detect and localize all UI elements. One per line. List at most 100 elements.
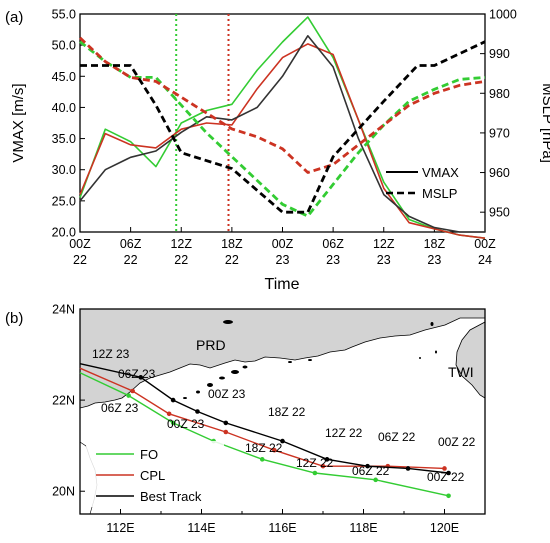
lat-tick-label: 22N xyxy=(52,394,75,408)
x-tick-label-day: 23 xyxy=(427,253,441,267)
track-point-best-track xyxy=(446,470,451,476)
panel-a-legend: VMAX MSLP xyxy=(386,165,459,201)
track-time-annotation: 12Z 22 xyxy=(325,426,363,440)
x-tick-label-time: 18Z xyxy=(424,237,446,251)
lon-tick-label: 118E xyxy=(349,521,377,535)
legend-mslp-label: MSLP xyxy=(422,186,457,201)
x-tick-label-time: 12Z xyxy=(170,237,192,251)
x-tick-label-day: 22 xyxy=(124,253,138,267)
x-tick-label-day: 22 xyxy=(174,253,188,267)
track-point-fo xyxy=(312,470,318,476)
legend-besttrack-label: Best Track xyxy=(140,489,202,504)
track-fo xyxy=(79,372,449,497)
track-point-cpl xyxy=(272,447,277,453)
y-axis-label-right: MSLP [hPa] xyxy=(539,83,550,163)
y-right-tick-label: 980 xyxy=(489,87,510,101)
track-time-annotation: 00Z 22 xyxy=(427,470,465,484)
panel-b-label: (b) xyxy=(5,310,23,327)
y-left-tick-label: 40.0 xyxy=(52,101,76,115)
track-point-cpl xyxy=(442,466,447,471)
y-left-tick-label: 35.0 xyxy=(52,132,76,146)
track-time-annotation: 00Z 23 xyxy=(167,417,205,431)
legend-fo-label: FO xyxy=(140,447,158,462)
track-time-annotation: 06Z 22 xyxy=(378,430,416,444)
y-left-tick-label: 45.0 xyxy=(52,70,76,84)
x-tick-label-day: 23 xyxy=(326,253,340,267)
legend-vmax-label: VMAX xyxy=(422,165,459,180)
track-point-best-track xyxy=(170,397,176,403)
panel-a-label: (a) xyxy=(5,9,23,26)
lon-tick-label: 120E xyxy=(430,521,459,535)
series-cpl-mslp xyxy=(79,36,486,174)
y-right-tick-label: 990 xyxy=(489,47,510,61)
lon-tick-label: 114E xyxy=(187,521,215,535)
legend-cpl-label: CPL xyxy=(140,468,165,483)
region-label-twi: TWI xyxy=(448,364,474,380)
track-time-annotation: 12Z 23 xyxy=(92,347,130,361)
lat-tick-label: 20N xyxy=(52,485,75,499)
track-time-annotation: 18Z 22 xyxy=(245,441,283,455)
y-left-tick-label: 30.0 xyxy=(52,163,76,177)
track-point-best-track xyxy=(195,409,200,414)
track-point-fo xyxy=(126,393,131,398)
x-tick-label-day: 24 xyxy=(478,253,492,267)
x-tick-label-day: 22 xyxy=(225,253,239,267)
y-right-tick-label: 950 xyxy=(489,206,510,220)
series-cpl-vmax xyxy=(79,43,486,239)
track-point-fo xyxy=(446,493,451,499)
x-tick-label-day: 23 xyxy=(377,253,391,267)
track-point-cpl xyxy=(223,429,229,435)
series-fo-mslp xyxy=(79,40,486,218)
track-time-annotation: 00Z 22 xyxy=(438,435,476,449)
track-point-fo xyxy=(170,420,176,426)
track-point-best-track xyxy=(138,375,144,380)
y-left-tick-label: 20.0 xyxy=(52,226,76,240)
x-tick-label-time: 00Z xyxy=(272,237,294,251)
x-tick-label-time: 00Z xyxy=(474,237,496,251)
region-label-prd: PRD xyxy=(196,337,226,353)
track-point-cpl xyxy=(130,388,135,394)
track-time-annotation: 06Z 23 xyxy=(101,401,139,415)
series-fo-vmax xyxy=(79,16,486,239)
series-best-track-vmax xyxy=(79,34,485,233)
y-right-tick-label: 1000 xyxy=(489,8,517,22)
track-time-annotation: 12Z 22 xyxy=(296,456,334,470)
track-time-annotation: 00Z 23 xyxy=(208,387,246,401)
track-point-best-track xyxy=(365,463,370,469)
track-point-best-track xyxy=(405,466,411,471)
x-tick-label-time: 00Z xyxy=(69,237,91,251)
series-best-track-mslp xyxy=(80,40,486,214)
panel-b-legend: FO CPL Best Track xyxy=(86,441,224,507)
track-point-best-track xyxy=(223,420,229,426)
track-point-best-track xyxy=(324,457,330,462)
y-right-tick-label: 960 xyxy=(489,166,510,180)
track-point-cpl xyxy=(320,463,326,469)
lon-tick-label: 112E xyxy=(106,521,134,535)
x-tick-label-time: 12Z xyxy=(373,237,395,251)
lon-tick-label: 116E xyxy=(268,521,296,535)
track-time-annotation: 06Z 23 xyxy=(118,367,156,381)
track-time-annotation: 06Z 22 xyxy=(352,464,390,478)
track-time-annotation: 18Z 22 xyxy=(268,405,306,419)
lat-tick-label: 24N xyxy=(52,303,75,317)
x-tick-label-time: 06Z xyxy=(120,237,142,251)
track-best-track xyxy=(79,363,449,474)
y-axis-label-left: VMAX [m/s] xyxy=(10,83,27,162)
y-left-tick-label: 25.0 xyxy=(52,194,76,208)
y-left-tick-label: 50.0 xyxy=(52,39,76,53)
x-tick-label-time: 06Z xyxy=(322,237,344,251)
islands xyxy=(183,320,437,399)
track-point-fo xyxy=(373,477,378,483)
track-point-fo xyxy=(259,457,265,462)
x-tick-label-day: 23 xyxy=(276,253,290,267)
x-tick-label-day: 22 xyxy=(73,253,87,267)
land-mainland xyxy=(80,309,485,409)
land-taiwan xyxy=(455,321,485,399)
x-tick-label-time: 18Z xyxy=(221,237,243,251)
track-point-cpl xyxy=(166,411,172,417)
track-point-best-track xyxy=(280,438,285,444)
y-right-tick-label: 970 xyxy=(489,126,510,140)
y-left-tick-label: 55.0 xyxy=(52,8,76,22)
x-axis-label: Time xyxy=(265,276,300,293)
